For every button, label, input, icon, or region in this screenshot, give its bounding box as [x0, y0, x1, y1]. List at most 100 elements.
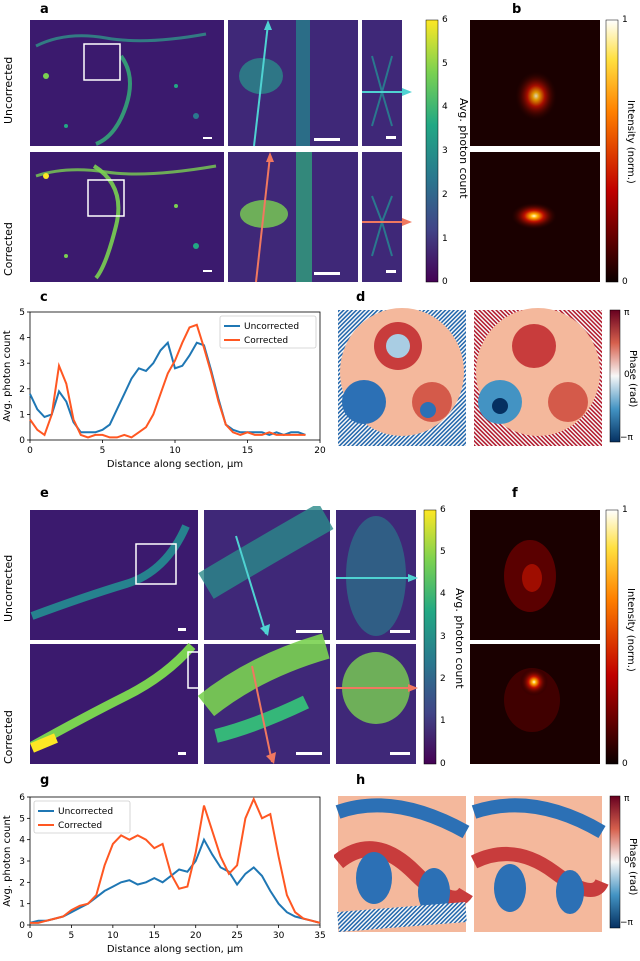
x-tick-label: 20	[314, 446, 326, 456]
x-axis-title: Distance along section, μm	[107, 459, 243, 470]
colorbar-photon-a	[425, 19, 439, 283]
cb-e-tick-2: 2	[440, 674, 446, 684]
section-line-uncorrected	[253, 23, 269, 147]
panel-label-b: b	[512, 2, 522, 17]
y-tick-label: 6	[19, 793, 25, 803]
colorbar-photon-e	[423, 509, 437, 765]
cb-e-tick-4: 4	[440, 589, 446, 599]
cb-b-tick-1: 1	[622, 15, 628, 25]
legend	[219, 315, 317, 349]
y-tick-label: 5	[19, 308, 25, 318]
row-label-uncorrected-a: Uncorrected	[2, 56, 15, 124]
image-uncorrected-xz	[362, 20, 402, 146]
x-tick-label: 30	[273, 931, 285, 941]
cb-e-tick-1: 1	[440, 716, 446, 726]
x-tick-label: 15	[242, 446, 253, 456]
cb-a-tick-3: 3	[442, 146, 448, 156]
x-tick-label: 5	[69, 931, 75, 941]
cb-e-tick-3: 3	[440, 632, 446, 642]
x-tick-label: 5	[100, 446, 106, 456]
y-tick-label: 1	[19, 900, 25, 910]
colorbar-phase-d	[609, 309, 621, 443]
y-tick-label: 2	[19, 385, 25, 395]
roi-box-corrected	[87, 179, 125, 217]
panel-f-psf	[470, 509, 619, 765]
panel-label-f: f	[512, 486, 518, 501]
series-line-uncorrected	[29, 837, 321, 924]
image-uncorrected-overview-e	[30, 510, 198, 640]
cb-d-tick-pi: π	[624, 308, 630, 318]
panel-a-images	[30, 19, 439, 283]
cb-a-tick-5: 5	[442, 59, 448, 69]
y-tick-label: 1	[19, 410, 25, 420]
colorbar-photon-e-title: Avg. photon count	[453, 588, 466, 689]
legend-label: Corrected	[58, 821, 102, 831]
x-tick-label: 35	[314, 931, 325, 941]
y-tick-label: 0	[19, 436, 25, 446]
y-tick-label: 4	[19, 836, 25, 846]
y-tick-label: 3	[19, 359, 25, 369]
colorbar-intensity-b	[605, 19, 619, 283]
panel-b-psf	[470, 19, 619, 283]
colorbar-phase-d-title: Phase (rad)	[627, 350, 638, 408]
series-line-corrected	[30, 796, 321, 924]
cb-f-tick-1: 1	[622, 505, 628, 515]
colorbar-intensity-f-title: Intensity (norm.)	[625, 588, 636, 672]
x-axis-title: Distance along section, μm	[107, 944, 243, 955]
cb-a-tick-1: 1	[442, 234, 448, 244]
row-label-uncorrected-e: Uncorrected	[2, 554, 15, 622]
cb-h-tick-0: 0	[624, 856, 630, 866]
cb-d-tick-minus-pi: −π	[620, 433, 633, 443]
panel-e-images	[29, 506, 437, 765]
panel-label-c: c	[40, 290, 48, 305]
row-label-corrected-a: Corrected	[2, 222, 15, 276]
panel-label-a: a	[40, 2, 49, 17]
y-tick-label: 0	[19, 921, 25, 931]
cb-b-tick-0: 0	[622, 277, 628, 287]
cb-h-tick-minus-pi: −π	[620, 918, 633, 928]
cb-f-tick-0: 0	[622, 759, 628, 769]
cb-e-tick-6: 6	[440, 505, 446, 515]
series-line-corrected	[29, 323, 306, 439]
colorbar-photon-a-title: Avg. photon count	[457, 98, 470, 199]
cb-a-tick-6: 6	[442, 15, 448, 25]
x-tick-label: 10	[169, 446, 181, 456]
x-tick-label: 15	[149, 931, 160, 941]
legend-label: Uncorrected	[244, 322, 299, 332]
roi-box-uncorrected	[83, 43, 121, 81]
panel-label-d: d	[356, 290, 366, 305]
colorbar-phase-h	[609, 795, 621, 929]
panel-label-e: e	[40, 486, 49, 501]
panel-label-g: g	[40, 773, 50, 788]
cb-e-tick-5: 5	[440, 547, 446, 557]
colorbar-intensity-f	[605, 509, 619, 765]
panel-d-phase	[338, 308, 621, 446]
y-axis-title: Avg. photon count	[2, 330, 13, 422]
colorbar-intensity-b-title: Intensity (norm.)	[625, 100, 636, 184]
x-tick-label: 20	[190, 931, 202, 941]
cb-a-tick-4: 4	[442, 102, 448, 112]
cb-d-tick-0: 0	[624, 370, 630, 380]
panel-h-phase	[334, 795, 621, 932]
x-tick-label: 25	[231, 931, 242, 941]
panel-label-h: h	[356, 773, 366, 788]
section-line-corrected	[255, 155, 271, 283]
image-corrected-xz	[362, 152, 402, 282]
y-tick-label: 4	[19, 334, 25, 344]
legend-label: Corrected	[244, 336, 288, 346]
x-tick-label: 0	[27, 446, 33, 456]
y-tick-label: 3	[19, 857, 25, 867]
y-tick-label: 2	[19, 878, 25, 888]
cb-e-tick-0: 0	[440, 759, 446, 769]
row-label-corrected-e: Corrected	[2, 710, 15, 764]
colorbar-phase-h-title: Phase (rad)	[627, 838, 638, 896]
chart-g: 0 5 10 15 20 25 30 35 0 1 2 3 4 5 6 Distance along sect…	[2, 793, 326, 955]
x-tick-label: 0	[27, 931, 33, 941]
cb-a-tick-2: 2	[442, 190, 448, 200]
y-axis-title: Avg. photon count	[2, 815, 13, 907]
x-tick-label: 10	[107, 931, 119, 941]
y-tick-label: 5	[19, 814, 25, 824]
legend	[33, 800, 131, 834]
cb-h-tick-pi: π	[624, 794, 630, 804]
